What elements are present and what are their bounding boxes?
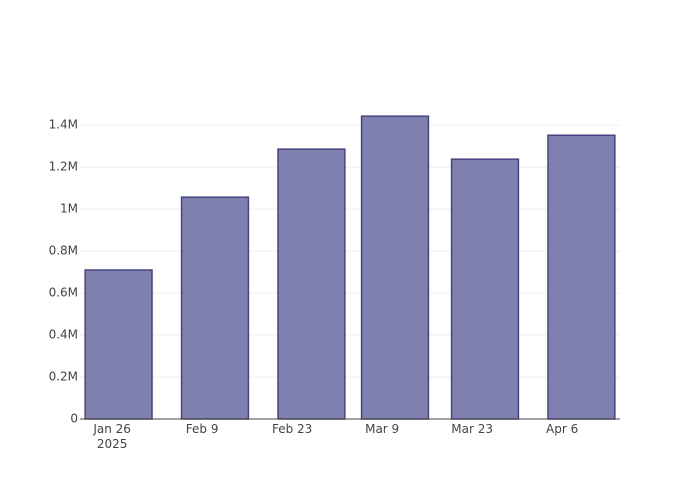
y-tick-label: 1M (60, 202, 78, 216)
bar (277, 148, 346, 420)
bar (450, 158, 520, 420)
x-tick-label: Feb 9 (185, 422, 219, 436)
bar (84, 269, 153, 420)
bar (360, 115, 430, 420)
y-tick-label: 0.4M (49, 328, 78, 342)
bar (180, 196, 250, 420)
x-tick-label: Apr 6 (546, 422, 579, 436)
y-tick-label: 0.6M (49, 286, 78, 300)
y-tick-label: 1.4M (49, 118, 78, 132)
x-tick-label: Feb 23 (271, 422, 313, 436)
y-tick-label: 1.2M (49, 160, 78, 174)
y-tick-label: 0.8M (49, 244, 78, 258)
y-tick-label: 0.2M (49, 370, 78, 384)
y-tick-label: 0 (70, 412, 78, 426)
x-tick-label: Jan 26 2025 (93, 422, 131, 451)
x-tick-label: Mar 9 (365, 422, 400, 436)
x-tick-label: Mar 23 (451, 422, 493, 436)
bar (547, 134, 616, 420)
